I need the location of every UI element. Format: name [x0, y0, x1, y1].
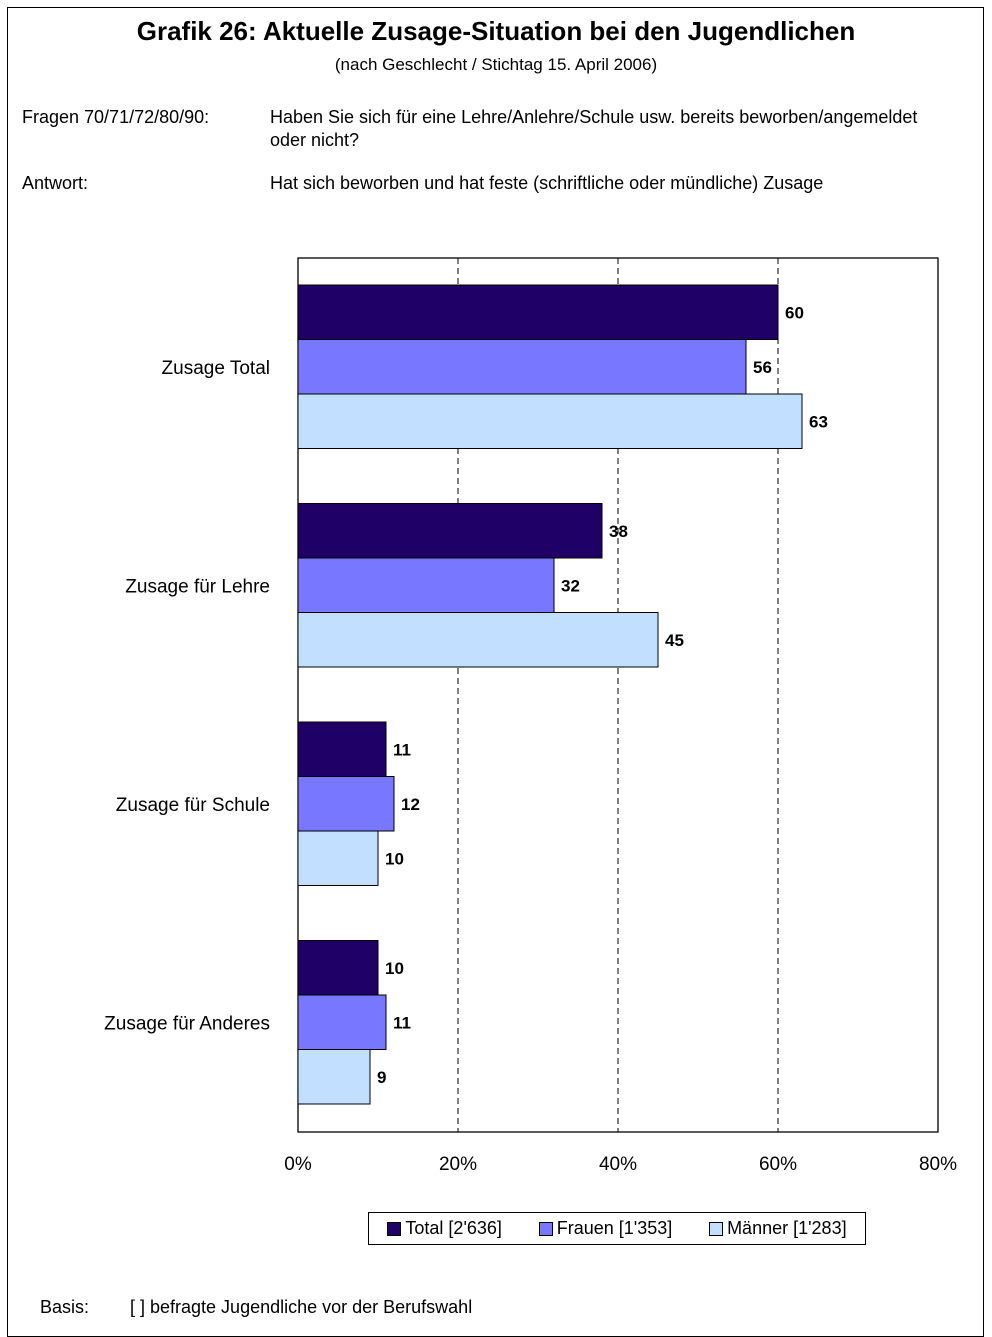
bar [297, 393, 803, 449]
value-label: 56 [753, 358, 772, 377]
value-label: 38 [609, 522, 628, 541]
chart-subtitle: (nach Geschlecht / Stichtag 15. April 20… [334, 55, 658, 74]
value-label: 63 [809, 412, 828, 431]
legend-label-total: Total [2'636] [405, 1218, 502, 1238]
bar [297, 339, 747, 395]
legend-swatch-maenner [709, 1221, 724, 1236]
basis-text: [ ] befragte Jugendliche vor der Berufsw… [130, 1297, 473, 1317]
bar-chart: 0% 20% 40% 60% 80% 60 56 63 Zusage Total 38 32 45 Zu… [104, 257, 957, 1175]
value-label: 45 [665, 631, 684, 650]
value-label: 32 [561, 576, 580, 595]
bar [297, 1049, 371, 1105]
legend-swatch-frauen [538, 1221, 553, 1236]
value-label: 10 [385, 849, 404, 868]
x-tick-label: 80% [919, 1154, 957, 1175]
question-text: Haben Sie sich für eine Lehre/Anlehre/Sc… [270, 107, 918, 150]
bar [297, 776, 395, 832]
chart-title: Grafik 26: Aktuelle Zusage-Situation bei… [136, 16, 856, 46]
x-tick-label: 40% [599, 1154, 637, 1175]
value-label: 11 [393, 740, 411, 759]
bar [297, 284, 779, 340]
value-label: 11 [393, 1013, 411, 1032]
bar [297, 994, 387, 1050]
bar [297, 503, 603, 559]
value-label: 10 [385, 959, 404, 978]
legend-label-maenner: Männer [1'283] [727, 1218, 847, 1238]
bar [297, 830, 379, 886]
answer-label: Antwort: [22, 173, 89, 193]
legend-item-frauen: Frauen [1'353] [538, 1218, 673, 1239]
x-tick-label: 20% [439, 1154, 477, 1175]
value-label: 12 [401, 795, 420, 814]
x-tick-label: 60% [759, 1154, 797, 1175]
x-tick-label: 0% [284, 1154, 312, 1175]
category-label: Zusage für Lehre [125, 576, 270, 597]
bar [297, 721, 387, 777]
legend-item-total: Total [2'636] [387, 1218, 502, 1239]
value-label: 9 [377, 1068, 386, 1087]
value-label: 60 [785, 303, 804, 322]
legend-swatch-total [387, 1221, 402, 1236]
question-label: Fragen 70/71/72/80/90: [22, 107, 210, 127]
category-label: Zusage Total [162, 358, 270, 379]
legend-label-frauen: Frauen [1'353] [556, 1218, 673, 1238]
bar [297, 612, 659, 668]
legend-item-maenner: Männer [1'283] [709, 1218, 847, 1239]
category-label: Zusage für Anderes [104, 1013, 270, 1034]
legend: Total [2'636] Frauen [1'353] Männer [1'2… [368, 1212, 866, 1245]
category-label: Zusage für Schule [116, 795, 270, 816]
bar [297, 557, 555, 613]
basis-label: Basis: [40, 1297, 90, 1317]
answer-text: Hat sich beworben und hat feste (schrift… [270, 173, 824, 193]
bar [297, 940, 379, 996]
